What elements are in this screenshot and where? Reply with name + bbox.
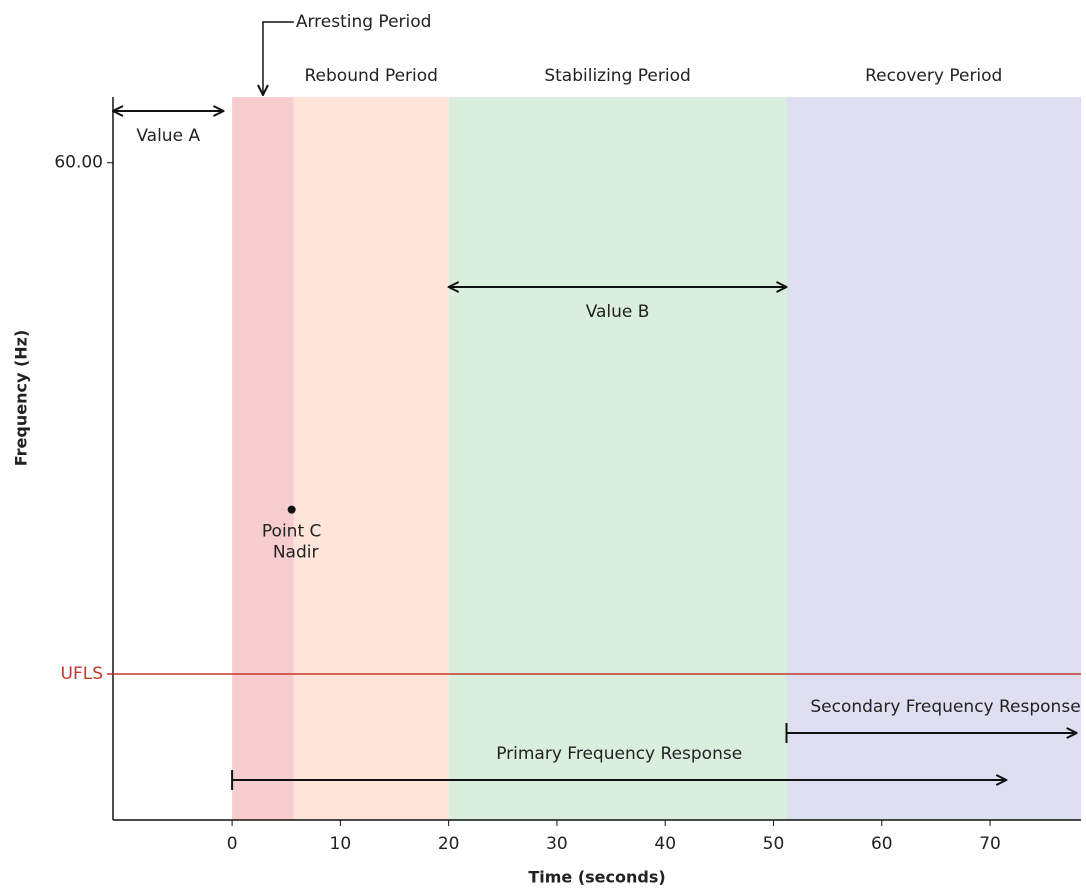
x-tick-label: 40 (654, 834, 676, 854)
region (448, 97, 787, 820)
annotation-label: Value B (586, 302, 650, 322)
annotation-label: Value A (136, 126, 200, 146)
region-label: Recovery Period (865, 66, 1002, 86)
region (786, 97, 1081, 820)
x-tick-label: 70 (979, 834, 1001, 854)
x-axis-title: Time (seconds) (528, 868, 665, 887)
region-label: Rebound Period (305, 66, 438, 86)
nadir-point (287, 505, 296, 514)
region-label: Stabilizing Period (544, 66, 690, 86)
region (232, 97, 294, 820)
arrow (263, 21, 294, 95)
region-label: Arresting Period (296, 12, 432, 32)
x-tick-label: 20 (438, 834, 460, 854)
x-tick-label: 60 (871, 834, 893, 854)
reference-label: UFLS (61, 664, 103, 684)
x-tick-label: 30 (546, 834, 568, 854)
x-tick-label: 10 (330, 834, 352, 854)
y-tick-label: 60.00 (54, 153, 103, 173)
nadir-label: Point C (262, 522, 321, 542)
region (293, 97, 449, 820)
annotation-label: Secondary Frequency Response (810, 697, 1080, 717)
x-tick-label: 0 (227, 834, 238, 854)
annotation-label: Primary Frequency Response (496, 744, 742, 764)
nadir-label: Nadir (273, 543, 319, 563)
x-tick-label: 50 (763, 834, 785, 854)
y-axis-title: Frequency (Hz) (12, 330, 31, 467)
